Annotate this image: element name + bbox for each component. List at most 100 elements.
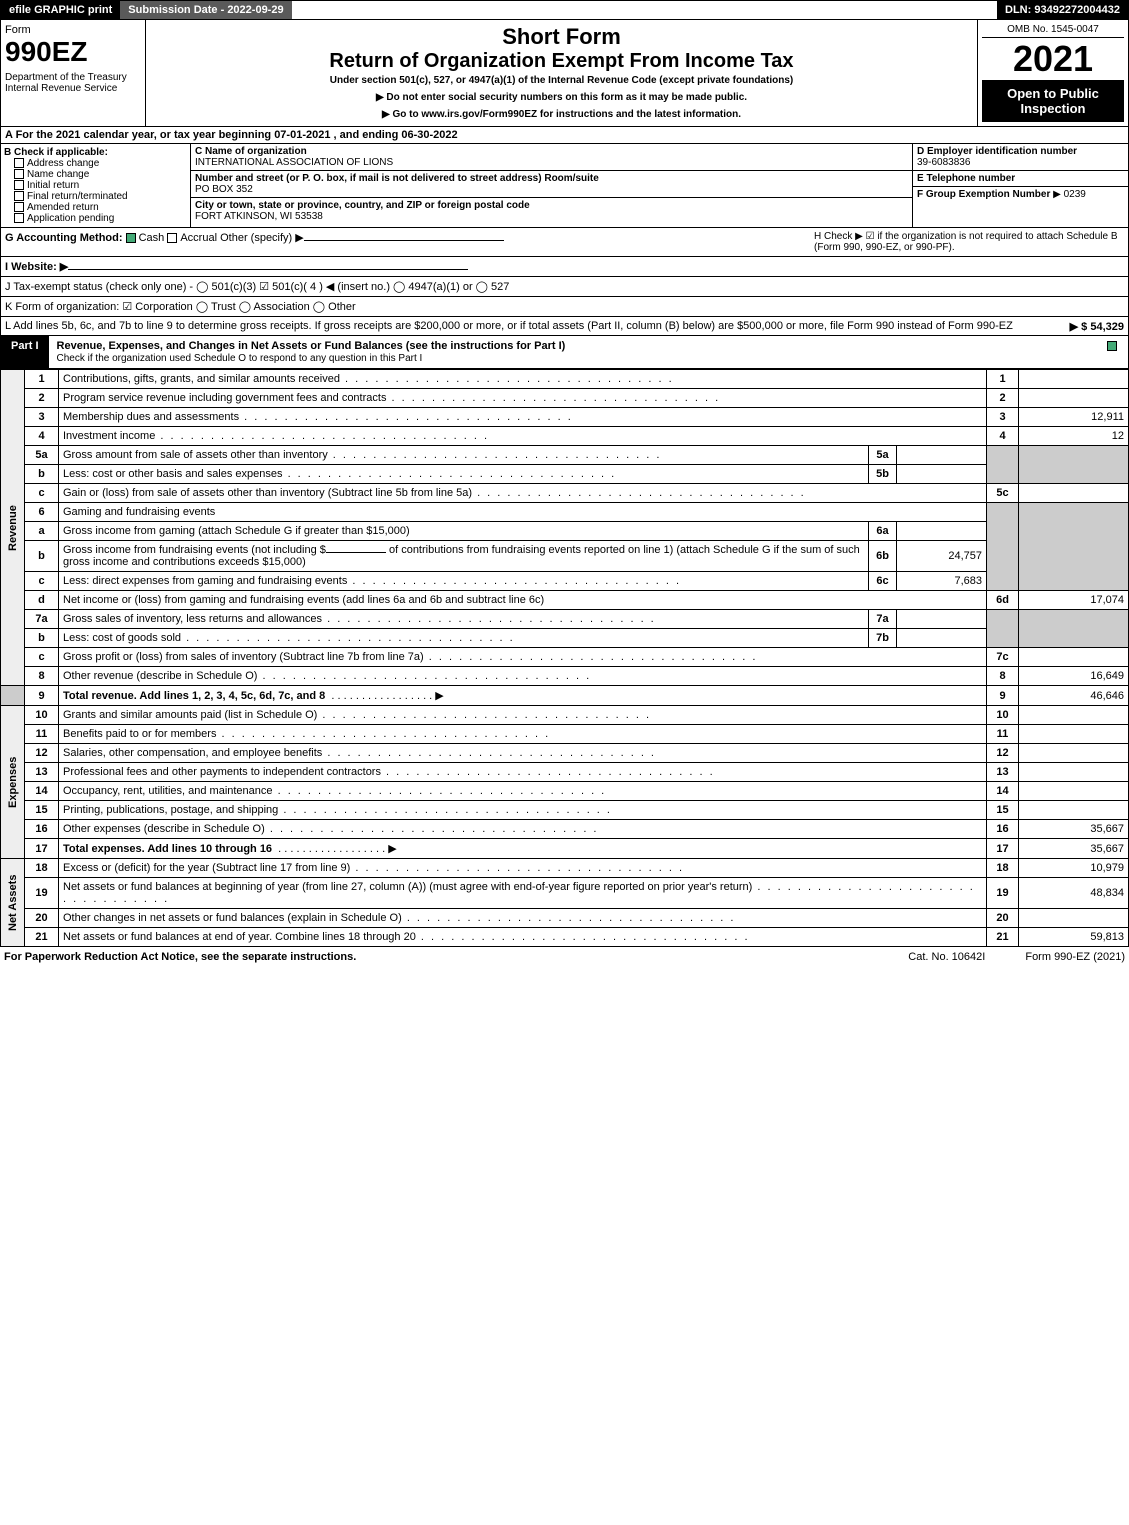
- side-net: Net Assets: [1, 859, 25, 947]
- side-revenue: Revenue: [1, 370, 25, 686]
- c-street-label: Number and street (or P. O. box, if mail…: [195, 173, 908, 184]
- checkbox-icon: [14, 180, 24, 190]
- l-text: L Add lines 5b, 6c, and 7b to line 9 to …: [5, 320, 1013, 332]
- line-14-val: [1019, 782, 1129, 801]
- line-6d-val: 17,074: [1019, 591, 1129, 610]
- line-6b-val: 24,757: [897, 541, 987, 572]
- line-2-desc: Program service revenue including govern…: [59, 389, 987, 408]
- section-g: G Accounting Method: Cash Accrual Other …: [5, 231, 814, 253]
- c-city-label: City or town, state or province, country…: [195, 200, 908, 211]
- dln: DLN: 93492272004432: [997, 1, 1128, 19]
- line-12-desc: Salaries, other compensation, and employ…: [59, 744, 987, 763]
- line-8-desc: Other revenue (describe in Schedule O): [59, 667, 987, 686]
- line-14-desc: Occupancy, rent, utilities, and maintena…: [59, 782, 987, 801]
- line-3-desc: Membership dues and assessments: [59, 408, 987, 427]
- line-13-desc: Professional fees and other payments to …: [59, 763, 987, 782]
- line-4-val: 12: [1019, 427, 1129, 446]
- line-6c-desc: Less: direct expenses from gaming and fu…: [59, 572, 869, 591]
- line-16-val: 35,667: [1019, 820, 1129, 839]
- section-h: H Check ▶ ☑ if the organization is not r…: [814, 231, 1124, 253]
- b-final-return[interactable]: Final return/terminated: [14, 191, 187, 202]
- checkbox-icon: [167, 233, 177, 243]
- form-subtitle: Under section 501(c), 527, or 4947(a)(1)…: [150, 75, 973, 86]
- part1-check[interactable]: [1099, 336, 1128, 368]
- g-other-input[interactable]: [304, 240, 504, 241]
- submission-date: Submission Date - 2022-09-29: [120, 1, 291, 19]
- line-20-desc: Other changes in net assets or fund bala…: [59, 909, 987, 928]
- section-d: D Employer identification number 39-6083…: [913, 144, 1128, 227]
- note-ssn: ▶ Do not enter social security numbers o…: [150, 92, 973, 103]
- line-8-val: 16,649: [1019, 667, 1129, 686]
- gh-row: G Accounting Method: Cash Accrual Other …: [0, 228, 1129, 257]
- b-initial-return[interactable]: Initial return: [14, 180, 187, 191]
- line-2-val: [1019, 389, 1129, 408]
- checkbox-icon: [14, 213, 24, 223]
- i-label: I Website: ▶: [5, 261, 68, 273]
- line-19-desc: Net assets or fund balances at beginning…: [59, 878, 987, 909]
- g-label: G Accounting Method:: [5, 232, 123, 244]
- lines-table: Revenue 1Contributions, gifts, grants, a…: [0, 369, 1129, 947]
- line-6d-desc: Net income or (loss) from gaming and fun…: [59, 591, 987, 610]
- line-6b-desc: Gross income from fundraising events (no…: [59, 541, 869, 572]
- line-num: 1: [25, 370, 59, 389]
- line-7a-desc: Gross sales of inventory, less returns a…: [59, 610, 869, 629]
- part1-tab: Part I: [1, 336, 49, 368]
- line-6b-blank[interactable]: [326, 552, 386, 553]
- line-7c-val: [1019, 648, 1129, 667]
- line-4-desc: Investment income: [59, 427, 987, 446]
- note-link: ▶ Go to www.irs.gov/Form990EZ for instru…: [150, 109, 973, 120]
- line-6-desc: Gaming and fundraising events: [59, 503, 987, 522]
- checkbox-icon: [14, 191, 24, 201]
- short-form: Short Form: [150, 24, 973, 50]
- line-21-val: 59,813: [1019, 928, 1129, 947]
- section-a: A For the 2021 calendar year, or tax yea…: [0, 127, 1129, 144]
- line-19-val: 48,834: [1019, 878, 1129, 909]
- b-name-change[interactable]: Name change: [14, 169, 187, 180]
- form-word: Form: [5, 24, 141, 36]
- line-20-val: [1019, 909, 1129, 928]
- line-5b-val: [897, 465, 987, 484]
- c-name-label: C Name of organization: [195, 146, 908, 157]
- tax-year: 2021: [982, 38, 1124, 80]
- line-12-val: [1019, 744, 1129, 763]
- g-cash: Cash: [139, 232, 165, 244]
- part1-title: Revenue, Expenses, and Changes in Net As…: [49, 336, 1099, 368]
- b-application-pending[interactable]: Application pending: [14, 213, 187, 224]
- line-17-val: 35,667: [1019, 839, 1129, 859]
- side-expenses: Expenses: [1, 706, 25, 859]
- b-amended-return[interactable]: Amended return: [14, 202, 187, 213]
- group-label: F Group Exemption Number: [917, 189, 1050, 200]
- g-accrual: Accrual: [180, 232, 217, 244]
- form-title: Return of Organization Exempt From Incom…: [150, 50, 973, 73]
- footer-right: Form 990-EZ (2021): [1025, 951, 1125, 963]
- b-address-change[interactable]: Address change: [14, 158, 187, 169]
- line-18-val: 10,979: [1019, 859, 1129, 878]
- org-street: PO BOX 352: [195, 184, 908, 195]
- website-input[interactable]: [68, 269, 468, 270]
- footer-mid: Cat. No. 10642I: [908, 951, 985, 963]
- header-left: Form 990EZ Department of the Treasury In…: [1, 20, 146, 126]
- org-name: INTERNATIONAL ASSOCIATION OF LIONS: [195, 157, 908, 168]
- line-15-val: [1019, 801, 1129, 820]
- checkbox-icon: [126, 233, 136, 243]
- footer: For Paperwork Reduction Act Notice, see …: [0, 947, 1129, 967]
- g-other: Other (specify) ▶: [220, 232, 304, 244]
- line-6a-desc: Gross income from gaming (attach Schedul…: [59, 522, 869, 541]
- footer-left: For Paperwork Reduction Act Notice, see …: [4, 951, 908, 963]
- line-7a-val: [897, 610, 987, 629]
- org-city: FORT ATKINSON, WI 53538: [195, 211, 908, 222]
- line-10-val: [1019, 706, 1129, 725]
- line-17-desc: Total expenses. Add lines 10 through 16 …: [59, 839, 987, 859]
- line-1-desc: Contributions, gifts, grants, and simila…: [59, 370, 987, 389]
- department: Department of the Treasury Internal Reve…: [5, 72, 141, 94]
- line-7b-desc: Less: cost of goods sold: [59, 629, 869, 648]
- line-5c-val: [1019, 484, 1129, 503]
- checkbox-icon: [14, 169, 24, 179]
- line-16-desc: Other expenses (describe in Schedule O): [59, 820, 987, 839]
- line-5b-desc: Less: cost or other basis and sales expe…: [59, 465, 869, 484]
- line-10-desc: Grants and similar amounts paid (list in…: [59, 706, 987, 725]
- l-amount: ▶ $ 54,329: [1070, 320, 1124, 333]
- checkbox-icon: [14, 158, 24, 168]
- form-header: Form 990EZ Department of the Treasury In…: [0, 20, 1129, 127]
- ein-label: D Employer identification number: [917, 146, 1077, 157]
